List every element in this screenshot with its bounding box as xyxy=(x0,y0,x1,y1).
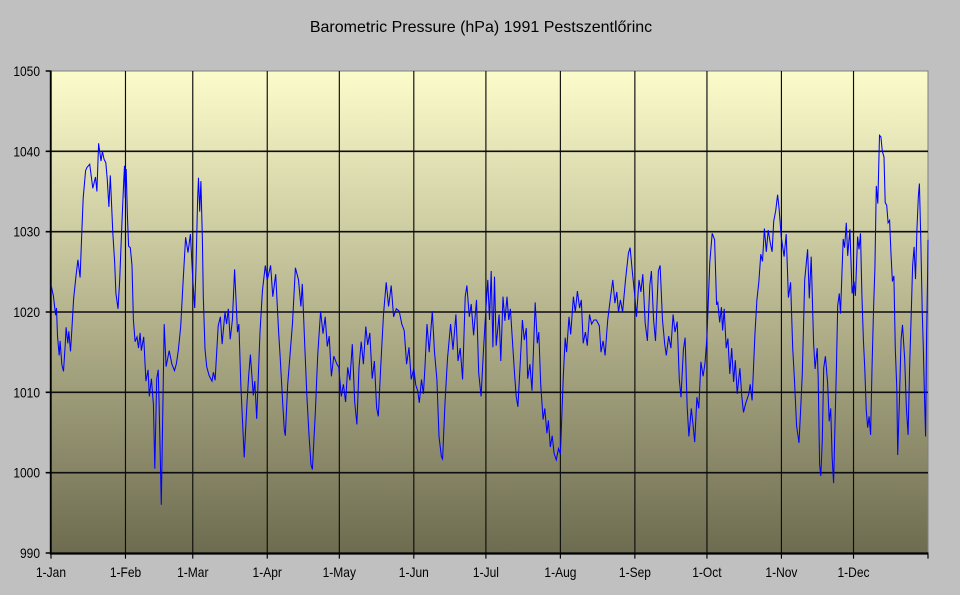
svg-text:1050: 1050 xyxy=(13,63,40,79)
svg-text:1-Sep: 1-Sep xyxy=(619,564,651,580)
svg-text:1-Mar: 1-Mar xyxy=(177,564,209,580)
svg-text:1-Feb: 1-Feb xyxy=(110,564,141,580)
svg-text:1010: 1010 xyxy=(13,384,40,400)
svg-text:1-Oct: 1-Oct xyxy=(692,564,722,580)
svg-text:1-Jan: 1-Jan xyxy=(36,564,66,580)
svg-text:1040: 1040 xyxy=(13,143,40,159)
svg-text:1-Jun: 1-Jun xyxy=(399,564,429,580)
svg-text:1030: 1030 xyxy=(13,224,40,240)
svg-text:1-Jul: 1-Jul xyxy=(473,564,499,580)
svg-text:Barometric Pressure (hPa) 1991: Barometric Pressure (hPa) 1991 Pestszent… xyxy=(310,19,652,36)
svg-text:1-May: 1-May xyxy=(323,564,357,580)
svg-text:990: 990 xyxy=(20,545,40,561)
svg-text:1000: 1000 xyxy=(13,465,40,481)
svg-text:1-Nov: 1-Nov xyxy=(765,564,797,580)
svg-text:1-Apr: 1-Apr xyxy=(253,564,283,580)
svg-text:1-Dec: 1-Dec xyxy=(837,564,869,580)
svg-text:1-Aug: 1-Aug xyxy=(544,564,576,580)
svg-text:1020: 1020 xyxy=(13,304,40,320)
